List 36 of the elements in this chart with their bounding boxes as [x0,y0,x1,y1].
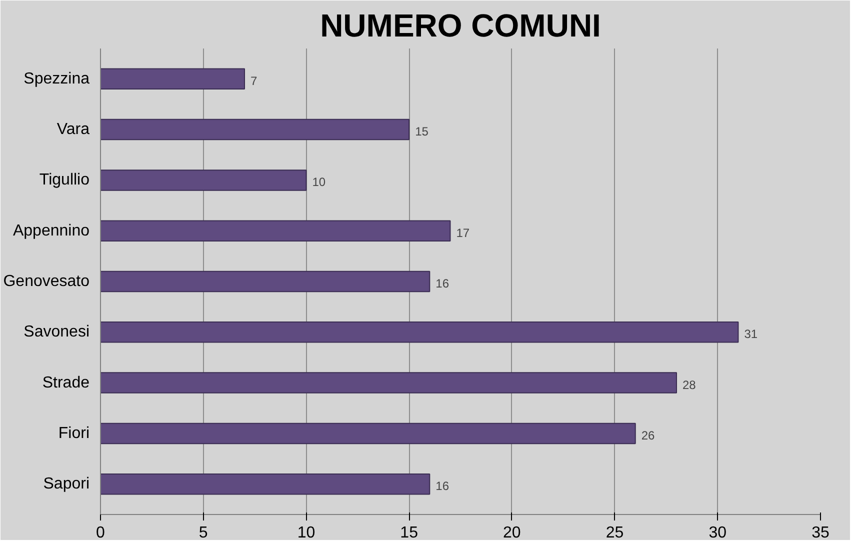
x-tick-label: 0 [96,524,106,542]
bar [100,322,739,343]
bar [100,372,677,394]
chart-title: NUMERO COMUNI [320,8,601,44]
data-label: 26 [641,428,656,442]
bar [100,422,636,444]
data-label: 31 [744,327,758,342]
y-tick-label: Fiori [58,424,90,442]
x-tick-label: 5 [198,524,208,542]
bar [100,270,430,292]
data-label: 16 [436,276,450,290]
y-tick-label: Appennino [12,222,90,240]
y-tick-label: Savonesi [24,324,90,341]
y-tick-label: Sapori [43,476,90,493]
x-tick-label: 10 [297,524,316,542]
x-tick-label: 30 [708,524,727,542]
x-tick-label: 25 [606,524,624,542]
x-tick-label: 35 [812,524,830,542]
data-label: 7 [250,74,258,88]
y-tick-label: Tigullio [39,172,90,189]
data-label: 16 [436,479,450,494]
y-tick-label: Strade [42,374,90,392]
data-label: 10 [312,175,326,190]
data-label: 17 [456,226,470,240]
data-label: 15 [415,124,429,139]
y-tick-label: Vara [56,121,90,138]
data-label: 28 [682,378,696,392]
bar [100,220,451,242]
x-tick-label: 15 [400,524,418,542]
bar [100,170,307,191]
bar [100,473,430,495]
bar [100,118,410,140]
bar [100,68,245,90]
y-tick-label: Genovesato [3,273,90,290]
y-tick-label: Spezzina [24,70,90,88]
x-tick-label: 20 [503,524,521,542]
